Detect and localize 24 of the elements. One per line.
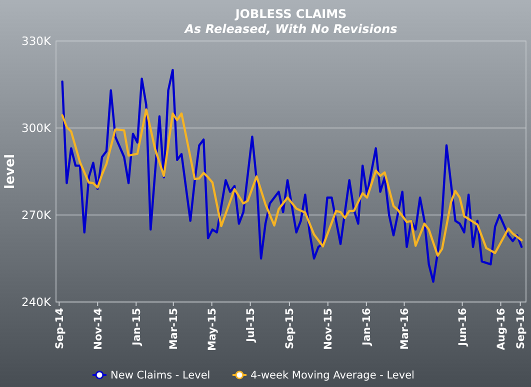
x-tick-label: Jan-16 — [361, 308, 374, 346]
x-tick-label: Sep-16 — [514, 308, 527, 350]
x-tick-label: Nov-15 — [322, 308, 335, 350]
chart-subtitle: As Released, With No Revisions — [184, 22, 398, 36]
x-tick-label: Jul-15 — [244, 308, 257, 343]
y-tick-label: 300K — [22, 121, 52, 136]
x-tick-label: Mar-15 — [168, 308, 180, 350]
x-tick-label: Nov-14 — [92, 308, 104, 350]
x-tick-label: May-15 — [206, 308, 218, 352]
x-tick-label: Mar-16 — [398, 308, 411, 350]
x-tick-label: Jan-15 — [130, 308, 143, 346]
legend-label: New Claims - Level — [110, 370, 210, 382]
y-tick-label: 240K — [22, 295, 52, 310]
line-series — [61, 108, 523, 257]
chart-title: JOBLESS CLAIMS — [234, 7, 347, 21]
x-tick-label: Sep-15 — [284, 308, 296, 350]
line-series — [61, 68, 523, 283]
x-tick-label: Jun-16 — [456, 308, 469, 347]
legend-label: 4-week Moving Average - Level — [250, 370, 414, 382]
x-tick-label: Aug-16 — [495, 308, 508, 350]
y-tick-label: 270K — [22, 208, 52, 222]
x-tick-label: Sep-14 — [54, 308, 66, 350]
y-axis-title: level — [3, 154, 18, 190]
y-tick-label: 330K — [22, 34, 52, 48]
